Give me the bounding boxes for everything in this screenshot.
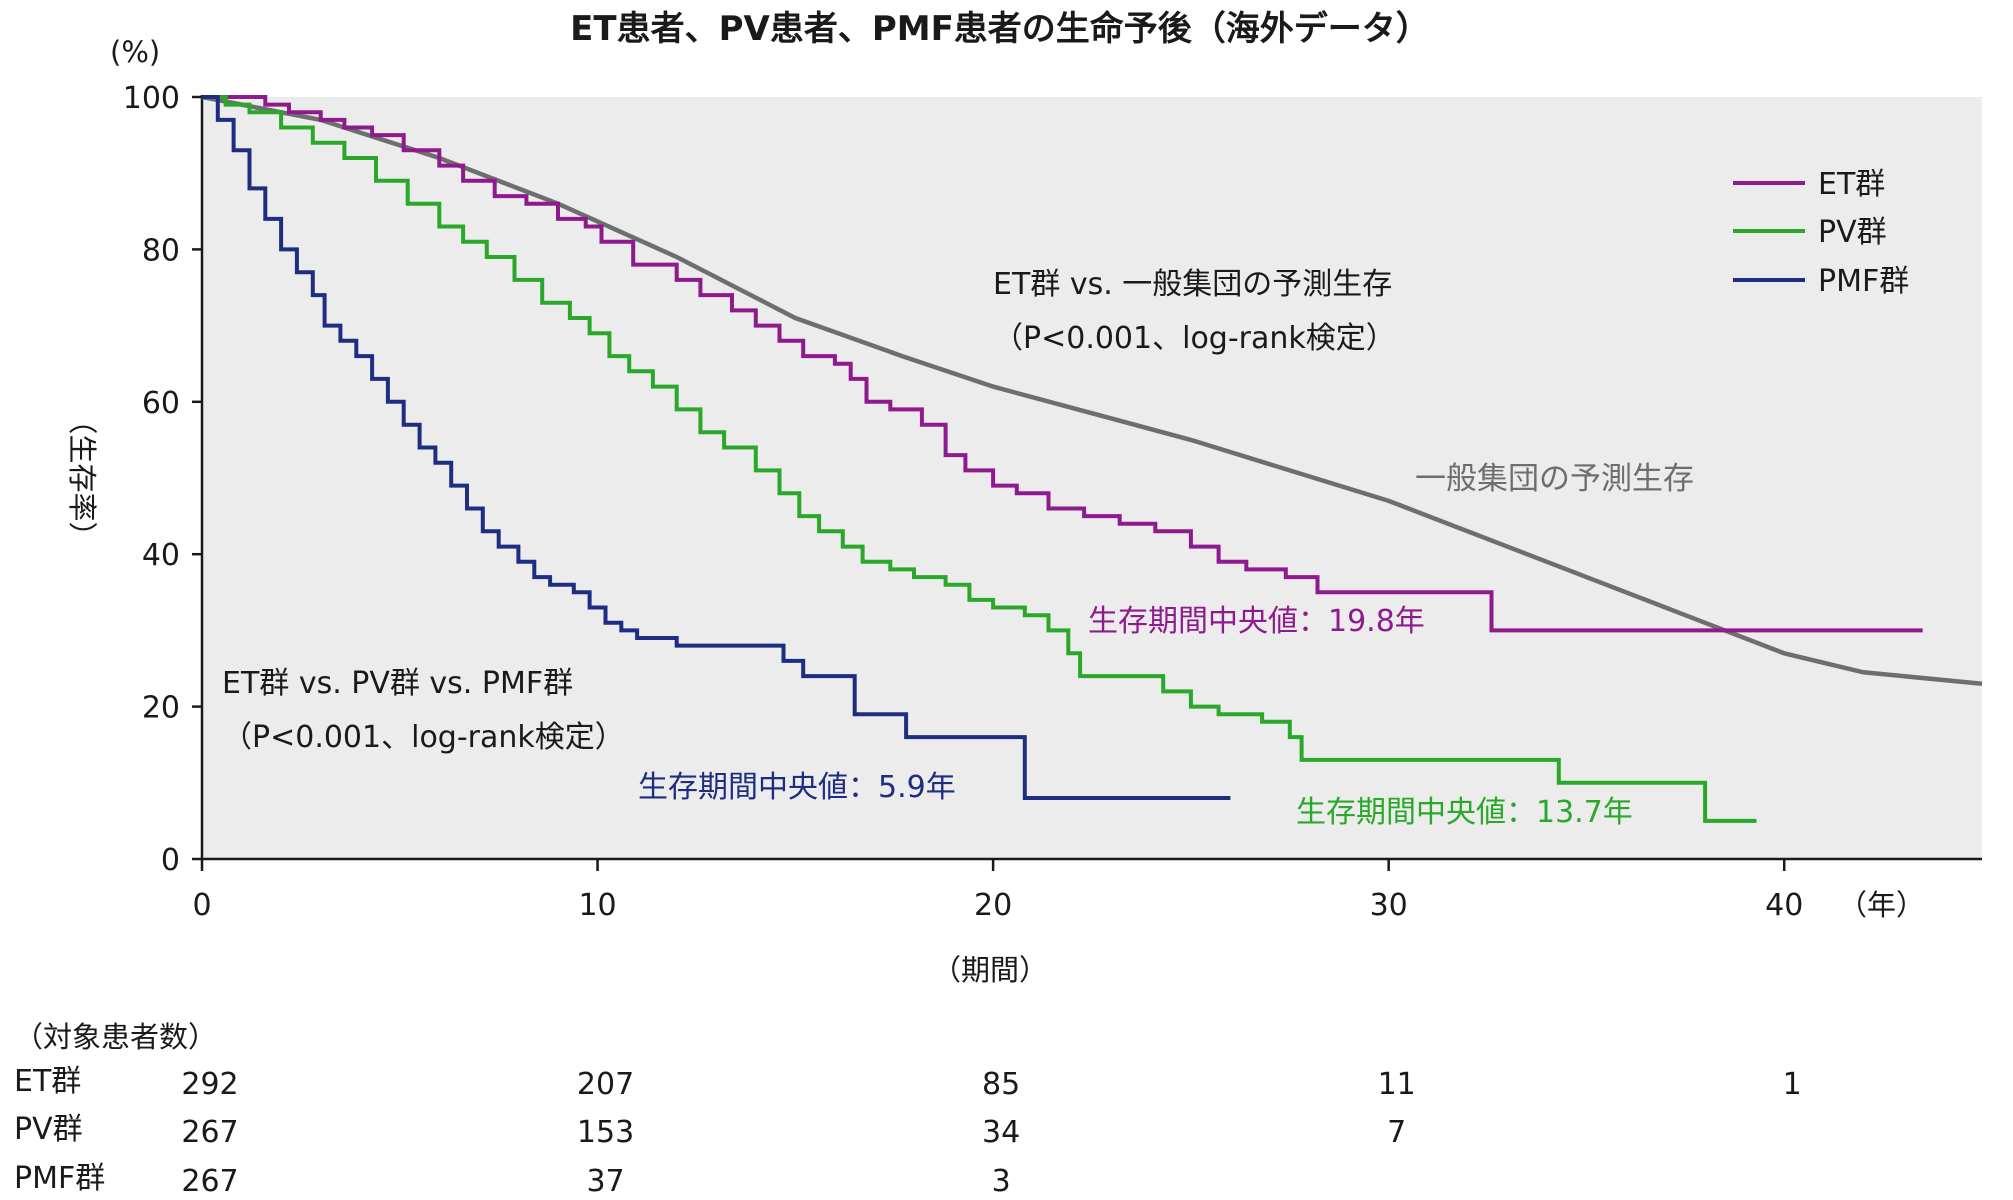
legend-label-pmf: PMF群 <box>1818 264 1909 299</box>
annotation-median-pmf: 生存期間中央値：5.9年 <box>638 770 956 805</box>
annotation-general-population: 一般集団の予測生存 <box>1415 461 1694 497</box>
x-tick-label: 40 <box>1765 888 1803 923</box>
y-axis-title: （生存率） <box>65 405 99 550</box>
series-line-pv <box>202 95 1757 823</box>
series-layer <box>201 94 1983 823</box>
y-unit-label: (%) <box>110 35 160 69</box>
legend-label-et: ET群 <box>1818 167 1885 202</box>
series-line-et <box>202 95 1923 633</box>
series-line-pmf <box>202 95 1231 800</box>
annotation-all-groups-line2: （P<0.001、log-rank検定） <box>222 720 625 755</box>
axes: 0 20 40 60 80 100 0 10 20 30 40 <box>123 81 1982 923</box>
x-tick-label: 20 <box>974 888 1012 923</box>
x-tick-label: 30 <box>1370 888 1408 923</box>
x-unit-label: （年） <box>1838 888 1925 922</box>
y-tick-label: 80 <box>142 233 180 268</box>
risk-count-et: 207 <box>577 1067 634 1102</box>
annotation-all-groups-line1: ET群 vs. PV群 vs. PMF群 <box>222 666 573 701</box>
chart-title: ET患者、PV患者、PMF患者の生命予後（海外データ） <box>570 9 1430 49</box>
legend-label-pv: PV群 <box>1818 215 1887 250</box>
risk-count-et: 292 <box>181 1067 238 1102</box>
x-tick-label: 0 <box>192 888 211 923</box>
series-line-general-population <box>201 94 1983 686</box>
risk-count-pmf: 3 <box>992 1164 1011 1199</box>
risk-table-title: （対象患者数） <box>14 1020 217 1054</box>
x-tick-label: 10 <box>578 888 616 923</box>
risk-count-pmf: 37 <box>586 1164 624 1199</box>
annotation-et-vs-general-line2: （P<0.001、log-rank検定） <box>993 321 1396 356</box>
risk-count-pv: 153 <box>577 1115 634 1150</box>
risk-count-pv: 267 <box>181 1115 238 1150</box>
y-tick-label: 0 <box>161 843 180 878</box>
risk-row-label-pmf: PMF群 <box>14 1161 105 1196</box>
risk-row-label-et: ET群 <box>14 1064 81 1099</box>
y-tick-label: 100 <box>123 81 180 116</box>
x-axis-title: （期間） <box>932 953 1048 987</box>
risk-count-et: 1 <box>1783 1067 1802 1102</box>
risk-count-et: 85 <box>982 1067 1020 1102</box>
y-tick-label: 20 <box>142 691 180 726</box>
annotation-median-pv: 生存期間中央値：13.7年 <box>1296 795 1633 830</box>
annotation-median-et: 生存期間中央値：19.8年 <box>1088 604 1425 639</box>
y-tick-label: 40 <box>142 538 180 573</box>
risk-row-label-pv: PV群 <box>14 1112 83 1147</box>
y-tick-label: 60 <box>142 386 180 421</box>
plot-background <box>202 97 1982 859</box>
risk-count-et: 11 <box>1378 1067 1416 1102</box>
risk-count-pv: 34 <box>982 1115 1020 1150</box>
risk-count-pmf: 267 <box>181 1164 238 1199</box>
risk-count-pv: 7 <box>1387 1115 1406 1150</box>
annotation-et-vs-general-line1: ET群 vs. 一般集団の予測生存 <box>993 267 1392 302</box>
legend: ET群 PV群 PMF群 <box>1733 167 1909 299</box>
